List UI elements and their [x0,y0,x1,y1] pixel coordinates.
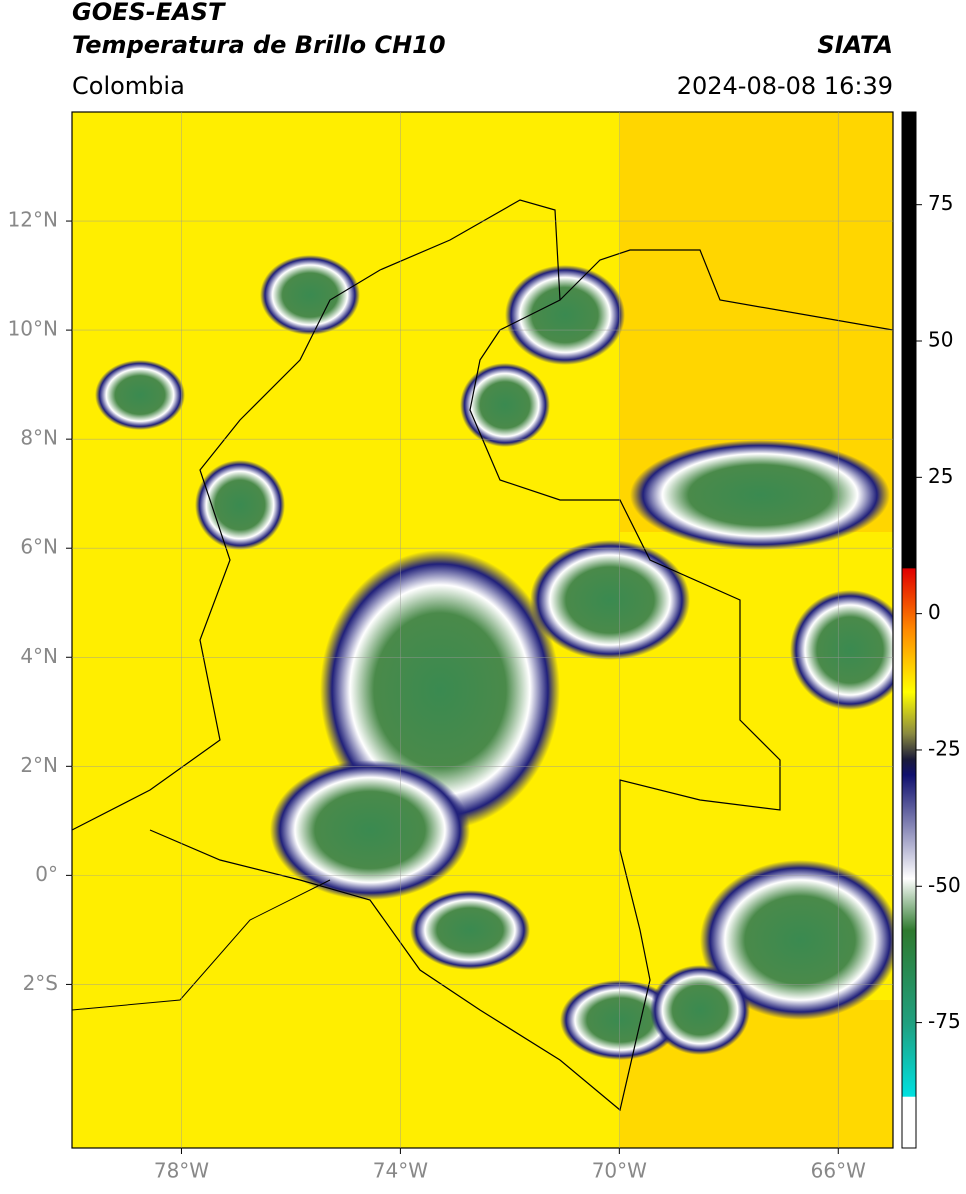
lat-tick-label: 0° [35,862,58,886]
lat-tick-label: 12°N [8,208,58,232]
colorbar-tick-label: 75 [928,191,953,215]
colorbar-tick-label: 0 [928,600,941,624]
colorbar-tick-label: -50 [928,873,961,897]
colorbar-tick-label: 50 [928,328,953,352]
lon-tick-label: 66°W [811,1159,866,1183]
lat-tick-label: 10°N [8,317,58,341]
lat-tick-label: 2°N [20,753,58,777]
datetime: 2024-08-08 16:39 [677,72,893,100]
lat-tick-label: 8°N [20,426,58,450]
source: SIATA [817,31,893,59]
colorbar-tick-label: -25 [928,736,961,760]
map-frame [71,111,894,1149]
title: GOES-EAST [72,0,226,26]
colorbar-tick-label: -75 [928,1009,961,1033]
lat-tick-label: 2°S [23,971,58,995]
subtitle: Temperatura de Brillo CH10 [72,31,446,59]
lat-tick-label: 6°N [20,535,58,559]
lon-tick-label: 78°W [154,1159,209,1183]
colorbar [901,111,917,1149]
lon-tick-label: 74°W [373,1159,428,1183]
colorbar-tick-label: 25 [928,464,953,488]
region: Colombia [72,72,185,100]
lon-tick-label: 70°W [592,1159,647,1183]
map-image [72,112,893,1148]
lat-tick-label: 4°N [20,644,58,668]
